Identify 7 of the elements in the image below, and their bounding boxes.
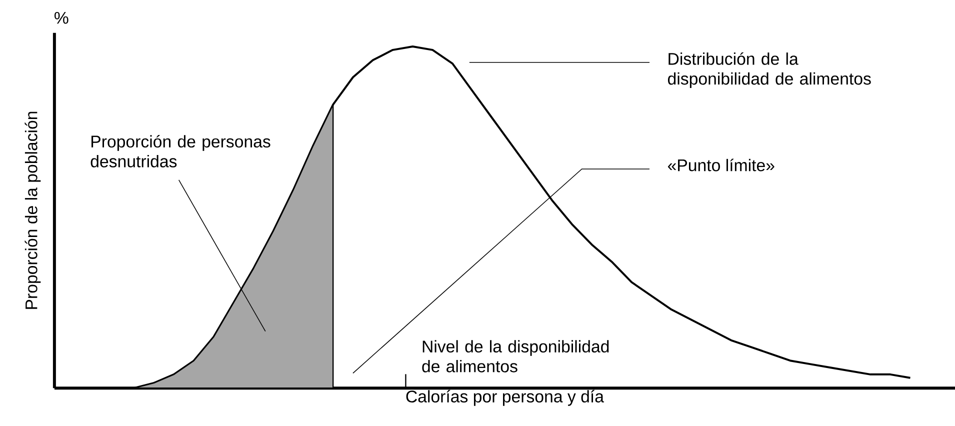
annotation: «Punto límite»	[668, 158, 774, 172]
annotation: Proporción de personas desnutridas	[90, 135, 270, 168]
text: %	[54, 12, 68, 24]
annotation: Nivel de la disponibilidad de alimentos	[422, 340, 609, 372]
x-axis-title: Calorías por persona y día	[406, 390, 604, 406]
annotation: Distribución de la disponibilidad de alimentos	[668, 52, 871, 88]
y-axis-title: Proporción de la población	[24, 112, 41, 309]
